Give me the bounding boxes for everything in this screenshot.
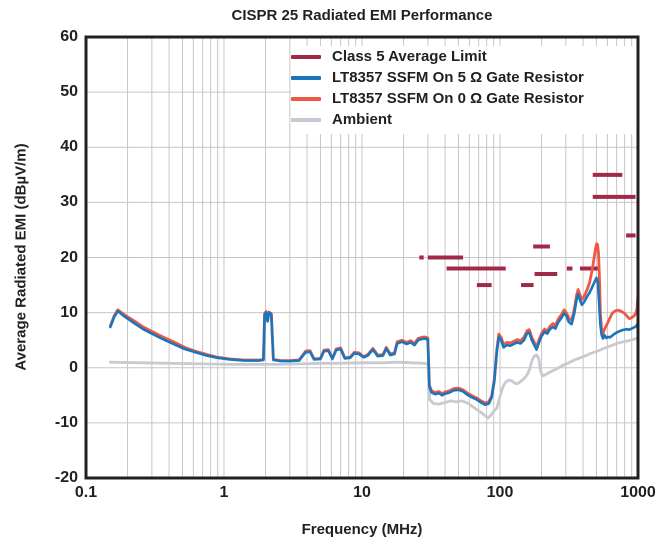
legend-label: LT8357 SSFM On 0 Ω Gate Resistor <box>332 90 584 107</box>
x-tick-label: 100 <box>486 484 514 501</box>
x-axis-title: Frequency (MHz) <box>301 521 423 538</box>
x-tick-label: 1 <box>219 484 229 501</box>
y-axis-title: Average Radiated EMI (dBµV/m) <box>12 143 30 371</box>
series-ambient <box>108 336 638 420</box>
y-tick-label: 10 <box>60 303 78 321</box>
chart-title: CISPR 25 Radiated EMI Performance <box>231 7 493 24</box>
legend-swatch <box>291 54 321 59</box>
legend-item-3: Ambient <box>291 109 584 130</box>
y-tick-label: 20 <box>60 248 78 266</box>
x-tick-label: 10 <box>353 484 371 501</box>
class5-limit-segments <box>419 172 636 288</box>
y-tick-label: 30 <box>60 193 78 211</box>
y-tick-label: 40 <box>60 138 78 156</box>
legend-item-1: LT8357 SSFM On 5 Ω Gate Resistor <box>291 67 584 88</box>
series-5ohm <box>109 276 638 407</box>
x-tick-label: 0.1 <box>74 484 98 501</box>
legend: Class 5 Average Limit LT8357 SSFM On 5 Ω … <box>291 46 584 130</box>
y-tick-label: -10 <box>54 413 78 431</box>
y-tick-label: -20 <box>54 469 78 486</box>
legend-label: LT8357 SSFM On 5 Ω Gate Resistor <box>332 69 584 86</box>
legend-item-0: Class 5 Average Limit <box>291 46 584 67</box>
legend-item-2: LT8357 SSFM On 0 Ω Gate Resistor <box>291 88 584 109</box>
plot-border <box>84 35 640 480</box>
legend-label: Ambient <box>332 111 392 128</box>
legend-label: Class 5 Average Limit <box>332 48 487 65</box>
legend-swatch <box>291 117 321 122</box>
legend-background <box>291 46 637 134</box>
y-tick-label: 60 <box>60 28 78 45</box>
x-tick-label: 1000 <box>620 484 656 501</box>
y-tick-label: 50 <box>60 83 78 101</box>
legend-swatch <box>291 75 321 80</box>
y-tick-label: 0 <box>69 358 78 376</box>
legend-swatch <box>291 96 321 101</box>
